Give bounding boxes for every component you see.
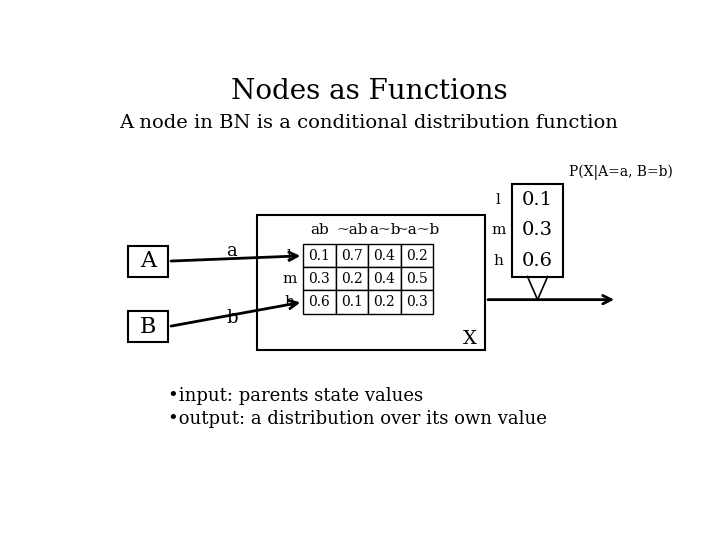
Text: ab: ab bbox=[310, 224, 329, 238]
Text: Nodes as Functions: Nodes as Functions bbox=[230, 78, 508, 105]
Text: 0.6: 0.6 bbox=[309, 295, 330, 309]
Text: a: a bbox=[227, 242, 237, 260]
Text: b: b bbox=[226, 309, 238, 327]
Bar bbox=[303, 244, 336, 267]
Text: l: l bbox=[287, 249, 292, 263]
Text: 0.5: 0.5 bbox=[406, 272, 428, 286]
Bar bbox=[401, 291, 433, 314]
Text: P(X|A=a, B=b): P(X|A=a, B=b) bbox=[569, 165, 672, 180]
Bar bbox=[401, 267, 433, 291]
Bar bbox=[336, 244, 368, 267]
Text: ~a~b: ~a~b bbox=[395, 224, 439, 238]
Text: 0.1: 0.1 bbox=[308, 249, 330, 263]
Text: 0.2: 0.2 bbox=[406, 249, 428, 263]
Text: m: m bbox=[282, 272, 297, 286]
Bar bbox=[368, 244, 401, 267]
Text: 0.3: 0.3 bbox=[406, 295, 428, 309]
Text: h: h bbox=[493, 254, 503, 268]
Text: A: A bbox=[140, 250, 156, 272]
Bar bbox=[401, 244, 433, 267]
Bar bbox=[513, 184, 563, 276]
Text: a~b: a~b bbox=[369, 224, 400, 238]
Bar bbox=[303, 267, 336, 291]
Text: h: h bbox=[284, 295, 294, 309]
Bar bbox=[368, 291, 401, 314]
Bar bbox=[336, 291, 368, 314]
Bar bbox=[128, 246, 168, 276]
Text: B: B bbox=[140, 315, 156, 338]
Text: 0.3: 0.3 bbox=[309, 272, 330, 286]
Bar bbox=[368, 267, 401, 291]
Text: X: X bbox=[463, 330, 477, 348]
Bar bbox=[303, 291, 336, 314]
Text: l: l bbox=[496, 193, 501, 206]
Bar bbox=[336, 267, 368, 291]
Text: 0.1: 0.1 bbox=[341, 295, 363, 309]
Text: 0.7: 0.7 bbox=[341, 249, 363, 263]
Text: 0.1: 0.1 bbox=[522, 191, 553, 208]
Text: 0.4: 0.4 bbox=[374, 249, 395, 263]
Text: •output: a distribution over its own value: •output: a distribution over its own val… bbox=[168, 410, 546, 428]
Text: 0.4: 0.4 bbox=[374, 272, 395, 286]
Text: A node in BN is a conditional distribution function: A node in BN is a conditional distributi… bbox=[120, 113, 618, 132]
Text: 0.3: 0.3 bbox=[522, 221, 553, 239]
Bar bbox=[128, 311, 168, 342]
Bar bbox=[256, 215, 485, 350]
Text: 0.6: 0.6 bbox=[522, 252, 553, 270]
Text: ~ab: ~ab bbox=[336, 224, 368, 238]
Text: 0.2: 0.2 bbox=[341, 272, 363, 286]
Text: •input: parents state values: •input: parents state values bbox=[168, 387, 423, 405]
Text: 0.2: 0.2 bbox=[374, 295, 395, 309]
Text: m: m bbox=[491, 224, 505, 238]
